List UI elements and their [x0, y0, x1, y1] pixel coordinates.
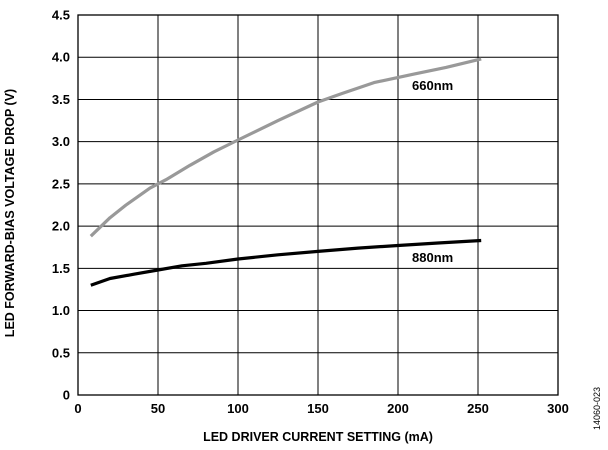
figure-id: 14060-023: [592, 387, 602, 430]
x-tick-label: 100: [227, 401, 249, 416]
y-tick-label: 1.5: [52, 261, 70, 276]
y-axis-title: LED FORWARD-BIAS VOLTAGE DROP (V): [3, 89, 17, 337]
y-tick-label: 3.0: [52, 134, 70, 149]
y-tick-label: 2.5: [52, 176, 70, 191]
x-axis-title: LED DRIVER CURRENT SETTING (mA): [203, 430, 433, 444]
series-label-880nm: 880nm: [412, 250, 453, 265]
y-tick-label: 0: [63, 388, 70, 403]
x-tick-labels: 0 50 100 150 200 250 300: [74, 401, 568, 416]
x-tick-label: 150: [307, 401, 329, 416]
x-tick-label: 250: [467, 401, 489, 416]
y-tick-label: 4.0: [52, 50, 70, 65]
y-tick-label: 0.5: [52, 345, 70, 360]
y-tick-label: 2.0: [52, 219, 70, 234]
x-tick-label: 200: [387, 401, 409, 416]
series-line-660nm: [89, 57, 482, 238]
y-tick-label: 3.5: [52, 92, 70, 107]
series-label-660nm: 660nm: [412, 78, 453, 93]
plot-frame: [77, 14, 559, 396]
x-tick-label: 50: [151, 401, 165, 416]
grid: [77, 14, 559, 396]
x-tick-label: 300: [547, 401, 569, 416]
y-tick-label: 1.0: [52, 303, 70, 318]
x-tick-label: 0: [74, 401, 81, 416]
series-lines: [89, 57, 482, 287]
series-line-880nm: [90, 238, 482, 287]
y-tick-label: 4.5: [52, 8, 70, 23]
y-tick-labels: 0 0.5 1.0 1.5 2.0 2.5 3.0 3.5 4.0 4.5: [52, 8, 70, 403]
